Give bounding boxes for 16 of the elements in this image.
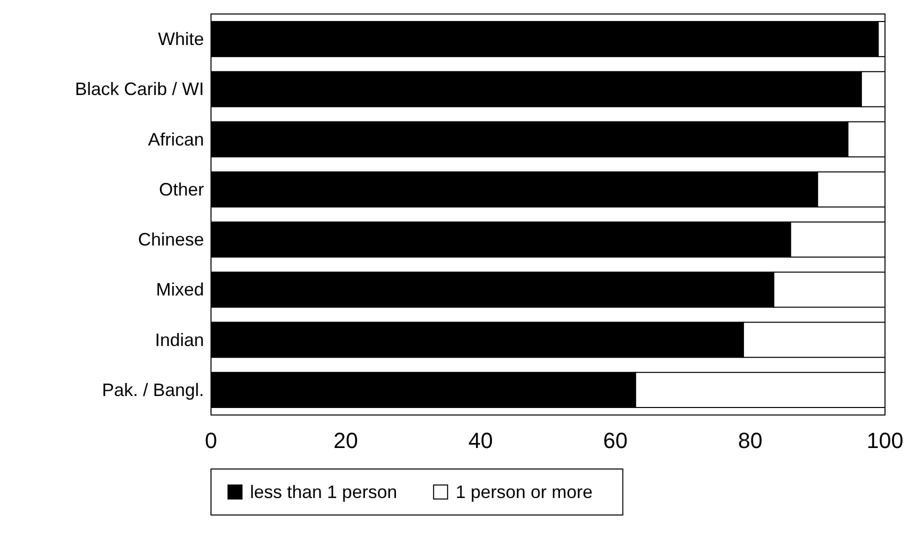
y-tick-label: Pak. / Bangl.	[102, 380, 204, 400]
legend-label: 1 person or more	[456, 482, 593, 502]
x-tick-label: 40	[468, 428, 493, 453]
y-tick-label: Mixed	[156, 280, 204, 300]
x-tick-label: 80	[738, 428, 762, 453]
x-tick-label: 0	[204, 428, 218, 453]
y-tick-label: White	[158, 29, 204, 50]
y-tick-label: Black Carib / WI	[74, 79, 204, 100]
x-tick-label: 100	[866, 428, 904, 453]
x-tick-label: 60	[603, 428, 628, 453]
legend-label: less than 1 person	[250, 482, 398, 502]
y-tick-label: Other	[158, 179, 204, 200]
y-tick-label: African	[148, 129, 204, 150]
y-tick-label: Chinese	[138, 230, 204, 250]
x-tick-label: 20	[334, 428, 358, 453]
y-tick-label: Indian	[154, 330, 204, 350]
